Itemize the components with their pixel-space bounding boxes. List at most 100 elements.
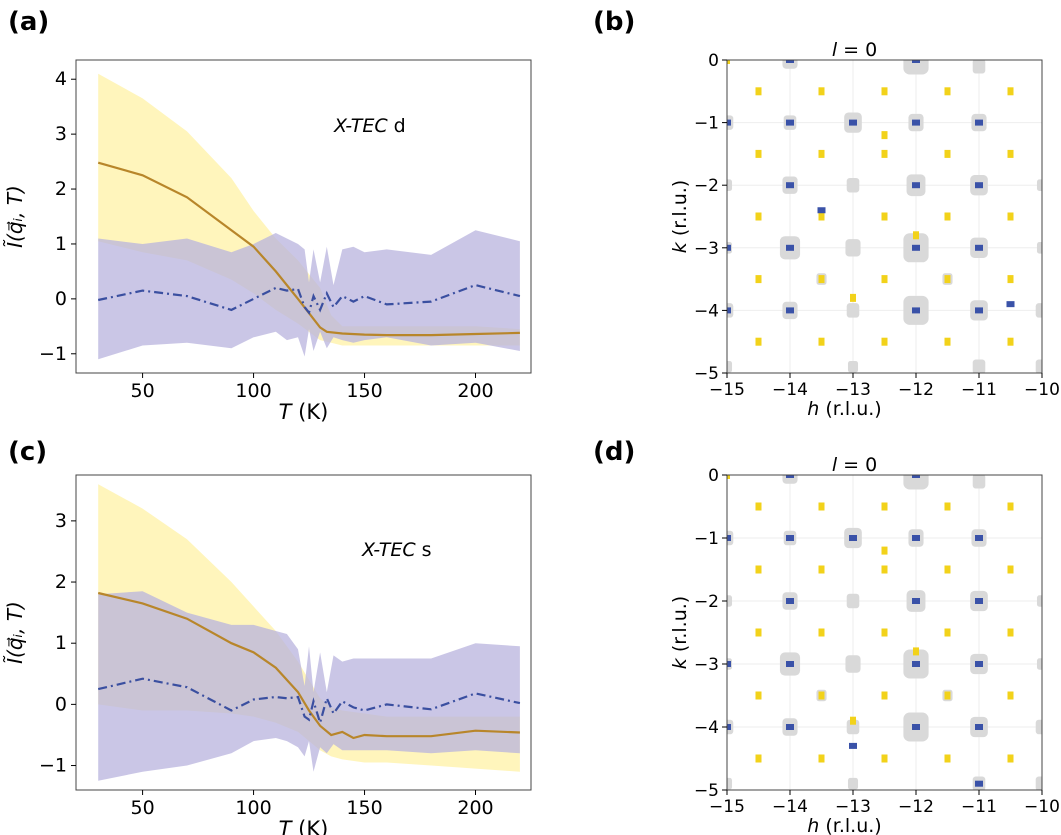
yellow-pixel-cluster <box>755 628 762 637</box>
y-tick-label: −1 <box>39 343 67 365</box>
y-axis-label-unit: (r.l.u.) <box>669 596 691 658</box>
x-axis-label-var: h <box>807 398 819 420</box>
gray-pixel-cluster <box>727 179 733 191</box>
x-axis-label-unit: (r.l.u.) <box>819 398 881 420</box>
x-axis-label: T (K) <box>279 400 329 424</box>
gray-pixel-cluster <box>846 593 860 609</box>
blue-pixel-cluster <box>912 724 920 730</box>
y-axis-label-var: k <box>669 657 691 669</box>
yellow-pixel-cluster <box>818 149 825 158</box>
yellow-pixel-cluster <box>818 565 825 574</box>
plot-frame <box>75 59 532 374</box>
blue-pixel-cluster <box>727 119 731 126</box>
plot-frame <box>75 474 532 791</box>
y-tick-label: −3 <box>694 239 719 259</box>
gray-pixel-cluster <box>845 655 861 673</box>
series-line-blue <box>97 283 521 315</box>
yellow-pixel-cluster <box>881 565 888 574</box>
gray-pixel-cluster <box>972 359 986 373</box>
x-tick-label: 50 <box>130 797 154 819</box>
gray-pixel-cluster <box>1036 242 1042 254</box>
yellow-pixel-cluster <box>881 212 888 221</box>
x-axis-label-unit: (r.l.u.) <box>819 815 881 835</box>
gray-pixel-cluster <box>1036 595 1042 607</box>
yellow-pixel-cluster <box>944 565 951 574</box>
yellow-pixel-cluster <box>944 628 951 637</box>
x-tick-label: −11 <box>961 797 997 817</box>
map-title-rest: = 0 <box>837 454 877 476</box>
yellow-pixel-cluster <box>755 337 762 346</box>
gray-pixel-cluster <box>727 777 733 790</box>
y-tick-label: −1 <box>694 529 719 549</box>
yellow-pixel-cluster <box>1007 275 1014 284</box>
gray-pixel-cluster <box>1036 658 1042 670</box>
yellow-pixel-cluster <box>881 502 888 511</box>
gray-pixel-cluster <box>972 60 986 74</box>
blue-pixel-cluster <box>975 307 983 314</box>
plot-area <box>97 73 521 360</box>
yellow-pixel-cluster <box>944 691 951 700</box>
yellow-pixel-cluster <box>881 546 888 555</box>
yellow-pixel-cluster <box>944 337 951 346</box>
map-frame <box>726 474 1043 791</box>
yellow-pixel-cluster <box>818 212 825 221</box>
annotation: X-TEC s <box>361 539 432 561</box>
x-axis-label: h (r.l.u.) <box>807 398 881 420</box>
yellow-pixel-cluster <box>944 212 951 221</box>
yellow-pixel-cluster <box>1007 149 1014 158</box>
blue-pixel-cluster <box>849 742 857 749</box>
y-axis-label: k (r.l.u.) <box>669 180 691 253</box>
blue-pixel-cluster <box>786 60 794 63</box>
gray-pixel-cluster <box>727 595 733 607</box>
yellow-pixel-cluster <box>818 754 825 763</box>
yellow-pixel-cluster <box>1007 691 1014 700</box>
gray-pixel-cluster <box>845 239 861 257</box>
yellow-pixel-cluster <box>913 231 919 240</box>
blue-pixel-cluster <box>727 307 731 314</box>
y-tick-label: 1 <box>55 233 67 255</box>
gray-pixel-cluster <box>903 60 929 75</box>
yellow-pixel-cluster <box>913 647 919 656</box>
gray-pixel-cluster <box>1035 303 1042 318</box>
y-tick-label: −4 <box>694 301 719 321</box>
y-tick-label: 2 <box>55 178 67 200</box>
yellow-pixel-cluster <box>818 628 825 637</box>
y-tick-label: 0 <box>708 466 719 486</box>
y-axis-label: Ĩ(q⃗ᵢ, T) <box>3 601 27 664</box>
panel-label: (d) <box>593 437 635 467</box>
yellow-pixel-cluster <box>944 87 951 96</box>
x-tick-label: 200 <box>457 797 493 819</box>
y-tick-label: −5 <box>694 364 719 384</box>
yellow-pixel-cluster <box>755 565 762 574</box>
blue-pixel-cluster <box>727 724 731 730</box>
blue-pixel-cluster <box>975 535 983 541</box>
uncertainty-band-blue <box>98 591 520 781</box>
yellow-pixel-cluster <box>755 691 762 700</box>
series-line-gold <box>97 591 520 740</box>
x-tick-label: 150 <box>346 797 382 819</box>
x-tick-label: 50 <box>130 380 154 402</box>
yellow-pixel-cluster <box>1007 87 1014 96</box>
blue-pixel-cluster <box>912 244 920 251</box>
x-tick-label: 100 <box>235 380 271 402</box>
y-tick-label: 1 <box>55 632 67 654</box>
gray-pixel-cluster <box>1035 719 1042 735</box>
map-title: l = 0 <box>832 454 877 476</box>
yellow-pixel-cluster <box>818 502 825 511</box>
yellow-pixel-cluster <box>1007 337 1014 346</box>
yellow-pixel-cluster <box>755 87 762 96</box>
panel-c: 50 100 150 200 −1 0 1 2 3 T (K) Ĩ(q⃗ᵢ, T) X-TEC s (c… <box>3 437 532 835</box>
blue-pixel-cluster <box>786 724 794 730</box>
map-area <box>727 475 1042 790</box>
gray-pixel-cluster <box>903 475 929 490</box>
x-tick-label: −12 <box>898 380 934 400</box>
panel-label: (c) <box>8 437 47 467</box>
panel-b: −15 −14 −13 −12 −11 −10 0 −1 −2 −3 −4 −5 l = 0 h (r.l… <box>593 7 1060 420</box>
map-area <box>727 60 1042 373</box>
blue-pixel-cluster <box>849 119 857 126</box>
yellow-pixel-cluster <box>1007 502 1014 511</box>
y-tick-label: −2 <box>694 592 719 612</box>
annotation-suffix: s <box>416 539 432 561</box>
yellow-pixel-cluster <box>850 716 856 725</box>
yellow-pixel-cluster <box>944 149 951 158</box>
